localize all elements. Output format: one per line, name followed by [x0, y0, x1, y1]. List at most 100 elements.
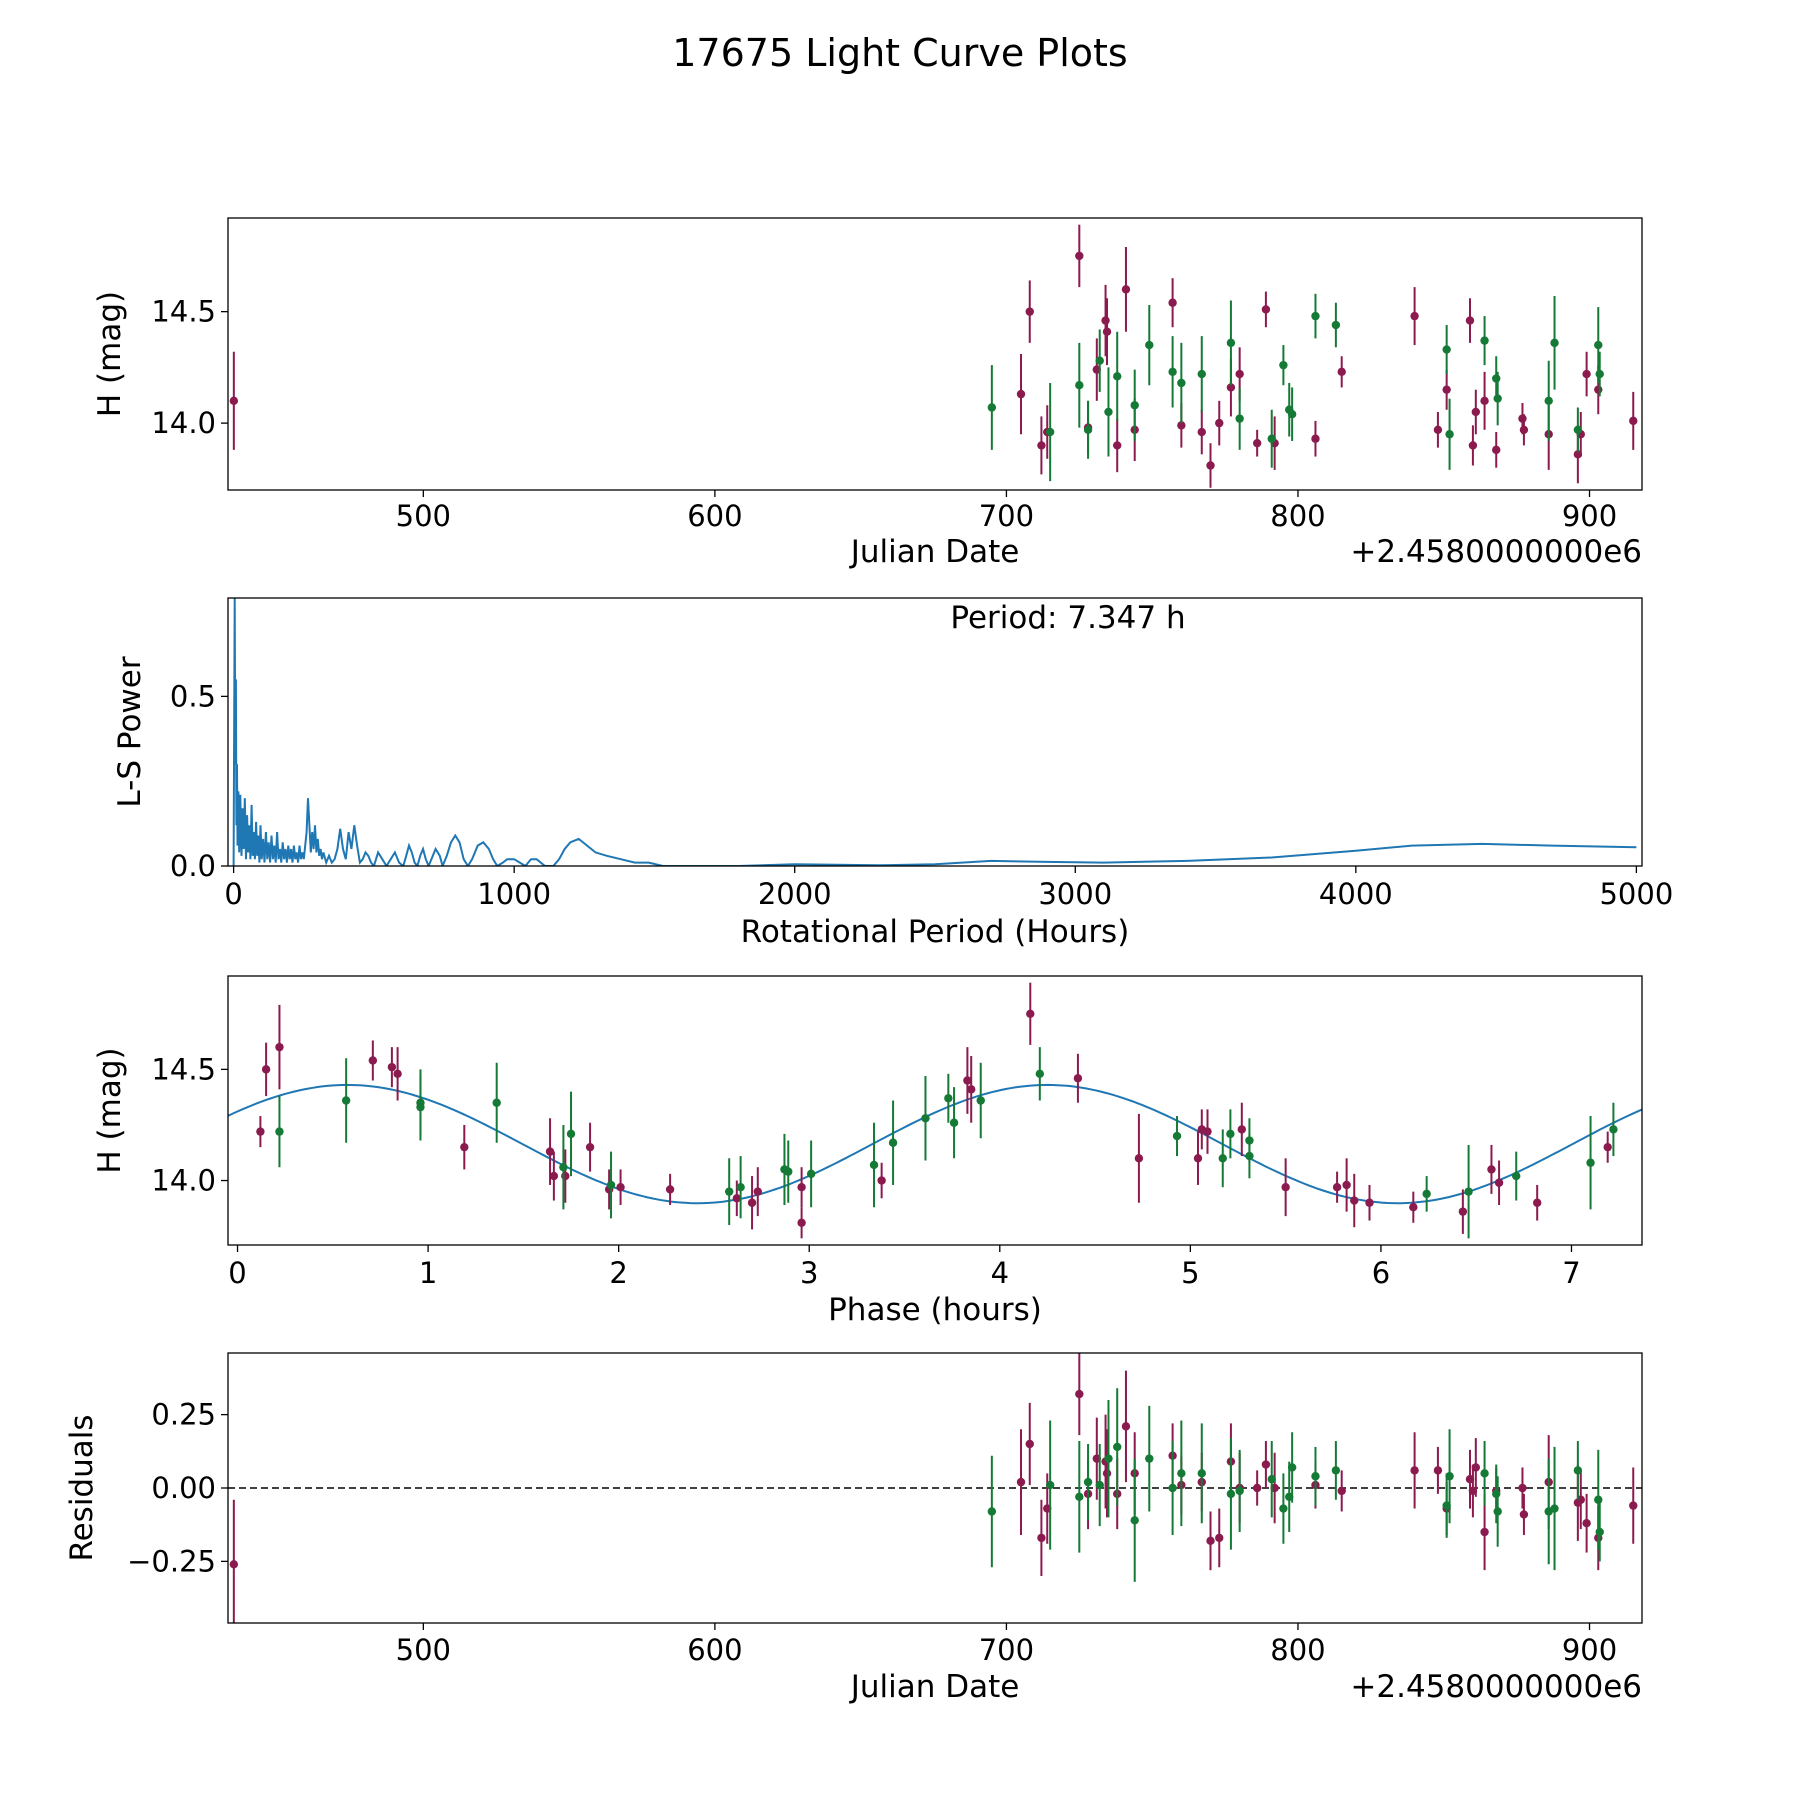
data-point-filter-b — [1550, 1504, 1559, 1513]
data-point-filter-a — [1073, 1074, 1083, 1083]
x-tick-label: 2 — [609, 1256, 627, 1290]
x-tick-label: 500 — [396, 1633, 451, 1667]
data-point-filter-b — [1609, 1125, 1618, 1134]
data-point-filter-a — [1113, 441, 1122, 450]
plot-area — [232, 598, 1637, 866]
data-point-filter-b — [987, 403, 997, 412]
x-offset-label: +2.4580000000e6 — [1350, 1669, 1642, 1705]
data-point-filter-a — [1203, 1127, 1212, 1136]
data-point-filter-a — [549, 1171, 559, 1181]
data-point-filter-b — [1172, 1131, 1182, 1141]
data-point-filter-a — [1458, 1207, 1468, 1216]
data-point-filter-a — [1075, 1389, 1084, 1399]
data-point-filter-a — [1409, 1203, 1418, 1212]
y-axis-label: Residuals — [64, 1414, 100, 1561]
data-point-filter-b — [1287, 1463, 1297, 1472]
data-point-filter-b — [806, 1169, 816, 1179]
data-point-filter-b — [1075, 1492, 1084, 1502]
x-tick-label: 1 — [419, 1256, 437, 1290]
data-point-filter-b — [1130, 1516, 1139, 1525]
data-point-filter-a — [1101, 316, 1110, 325]
data-point-filter-b — [1464, 1187, 1473, 1196]
data-point-filter-b — [1445, 430, 1454, 439]
data-point-filter-a — [1075, 251, 1084, 261]
data-point-filter-b — [1035, 1069, 1045, 1079]
data-point-filter-b — [1480, 1469, 1489, 1478]
data-point-filter-b — [1311, 311, 1320, 321]
data-point-filter-a — [1433, 425, 1443, 435]
data-point-filter-b — [1512, 1171, 1521, 1181]
data-point-filter-a — [1215, 1533, 1224, 1543]
y-tick-label: 0.5 — [170, 679, 216, 713]
data-point-filter-b — [606, 1180, 616, 1190]
data-point-filter-a — [967, 1085, 976, 1094]
data-point-filter-a — [1026, 1009, 1035, 1018]
data-point-filter-a — [797, 1218, 806, 1227]
data-point-filter-b — [1045, 427, 1055, 437]
data-point-filter-b — [1177, 378, 1186, 388]
data-point-filter-b — [1544, 396, 1553, 406]
data-point-filter-b — [1045, 1480, 1055, 1490]
data-point-filter-a — [275, 1042, 284, 1052]
axes-frame — [227, 597, 1643, 867]
data-point-filter-b — [566, 1129, 576, 1139]
data-point-filter-b — [1168, 367, 1177, 377]
axes-frame — [227, 217, 1643, 491]
data-point-filter-a — [1532, 1198, 1542, 1207]
data-point-filter-b — [987, 1507, 997, 1516]
data-point-filter-a — [1337, 367, 1346, 377]
data-point-filter-a — [1629, 416, 1638, 426]
data-point-filter-b — [1331, 320, 1341, 330]
data-point-filter-a — [1121, 1422, 1131, 1431]
plot-area — [229, 224, 1638, 488]
y-tick-label: 14.5 — [151, 295, 216, 329]
data-point-filter-b — [1226, 338, 1236, 348]
data-point-filter-b — [949, 1118, 959, 1127]
data-point-filter-a — [1206, 461, 1215, 470]
data-point-filter-a — [1121, 285, 1131, 294]
data-point-filter-b — [1145, 1454, 1154, 1463]
data-point-filter-b — [1197, 1469, 1206, 1478]
data-point-filter-a — [1226, 383, 1236, 392]
data-point-filter-a — [229, 396, 239, 406]
x-tick-label: 7 — [1562, 1256, 1580, 1290]
data-point-filter-b — [1586, 1158, 1595, 1167]
data-point-filter-b — [1197, 369, 1206, 379]
x-tick-label: 3 — [800, 1256, 818, 1290]
data-point-filter-b — [1113, 1442, 1122, 1452]
data-point-filter-a — [460, 1142, 469, 1152]
data-point-filter-b — [1595, 1527, 1604, 1537]
data-point-filter-b — [1226, 1129, 1235, 1139]
data-point-filter-a — [1311, 434, 1320, 443]
data-point-filter-b — [1177, 1469, 1186, 1478]
data-point-filter-a — [1237, 1125, 1247, 1134]
panel-lightcurve: 500 600 700 800 900 14.0 14.5 Julian Date H (mag… — [92, 217, 1643, 570]
data-point-filter-a — [1480, 1527, 1489, 1537]
x-tick-label: 500 — [396, 499, 451, 533]
data-point-filter-a — [665, 1185, 675, 1194]
data-point-filter-b — [1083, 1477, 1093, 1487]
data-point-filter-b — [1594, 1495, 1603, 1504]
axes-frame — [227, 975, 1643, 1246]
data-point-filter-a — [963, 1076, 972, 1085]
data-point-filter-a — [797, 1182, 806, 1192]
data-point-filter-a — [1603, 1142, 1612, 1152]
data-point-filter-a — [1442, 385, 1451, 394]
y-axis-label: L-S Power — [112, 656, 148, 807]
data-point-filter-b — [1104, 1454, 1113, 1463]
data-point-filter-a — [1471, 1463, 1481, 1472]
data-point-filter-b — [784, 1167, 793, 1176]
data-point-filter-b — [559, 1162, 568, 1172]
x-tick-label: 800 — [1270, 499, 1325, 533]
x-tick-label: 0 — [228, 1256, 246, 1290]
y-tick-label: −0.25 — [127, 1544, 216, 1578]
figure-title: 17675 Light Curve Plots — [672, 31, 1127, 75]
x-tick-label: 700 — [979, 499, 1034, 533]
data-point-filter-a — [1102, 327, 1112, 336]
data-point-filter-a — [1025, 307, 1034, 316]
data-point-filter-a — [1235, 369, 1244, 379]
data-point-filter-a — [1102, 1469, 1112, 1478]
data-point-filter-a — [1193, 1154, 1203, 1163]
data-point-filter-a — [1494, 1178, 1504, 1187]
data-point-filter-a — [1332, 1182, 1342, 1192]
